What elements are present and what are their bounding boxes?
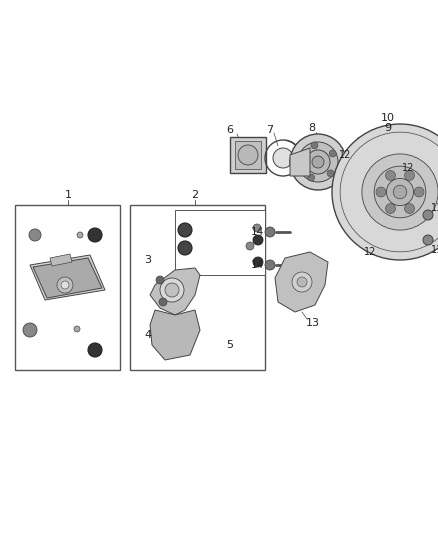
- Polygon shape: [30, 255, 105, 300]
- Circle shape: [369, 159, 387, 177]
- Polygon shape: [33, 258, 102, 298]
- Circle shape: [329, 150, 336, 157]
- Circle shape: [307, 174, 314, 181]
- Circle shape: [297, 277, 307, 287]
- Text: 5: 5: [226, 340, 233, 350]
- Text: 14: 14: [251, 260, 264, 270]
- Circle shape: [290, 134, 346, 190]
- Text: 1: 1: [64, 190, 71, 200]
- Circle shape: [423, 235, 433, 245]
- Circle shape: [159, 298, 167, 306]
- Text: 4: 4: [145, 330, 152, 340]
- Circle shape: [156, 276, 164, 284]
- Bar: [15, 205, 120, 370]
- Circle shape: [292, 272, 312, 292]
- Circle shape: [77, 232, 83, 238]
- Circle shape: [414, 187, 424, 197]
- Circle shape: [29, 229, 41, 241]
- Circle shape: [311, 142, 318, 149]
- Circle shape: [253, 257, 263, 267]
- Text: 13: 13: [306, 318, 320, 328]
- Circle shape: [61, 281, 69, 289]
- Bar: [130, 205, 265, 370]
- Text: 14: 14: [251, 227, 264, 237]
- Text: 7: 7: [266, 125, 274, 135]
- Circle shape: [405, 204, 414, 214]
- Circle shape: [165, 283, 179, 297]
- Text: 12: 12: [402, 163, 414, 173]
- Text: 9: 9: [385, 123, 392, 133]
- Polygon shape: [150, 310, 200, 360]
- Circle shape: [253, 235, 263, 245]
- Text: 11: 11: [431, 245, 438, 255]
- Circle shape: [160, 278, 184, 302]
- Circle shape: [385, 204, 396, 214]
- Circle shape: [265, 260, 275, 270]
- Circle shape: [332, 124, 438, 260]
- Text: 11: 11: [431, 203, 438, 213]
- Circle shape: [385, 171, 396, 181]
- Circle shape: [238, 145, 258, 165]
- Circle shape: [265, 227, 275, 237]
- Bar: [230, 137, 266, 173]
- Circle shape: [88, 343, 102, 357]
- Polygon shape: [348, 132, 405, 210]
- Text: 2: 2: [191, 190, 198, 200]
- Circle shape: [23, 323, 37, 337]
- Circle shape: [312, 156, 324, 168]
- Circle shape: [74, 326, 80, 332]
- Bar: [175, 210, 265, 275]
- Text: 8: 8: [308, 123, 315, 133]
- Circle shape: [88, 228, 102, 242]
- Circle shape: [298, 142, 338, 182]
- Text: 3: 3: [145, 255, 152, 265]
- Text: 10: 10: [381, 113, 395, 123]
- Circle shape: [374, 166, 426, 218]
- Polygon shape: [290, 148, 310, 176]
- Circle shape: [362, 152, 394, 184]
- Circle shape: [423, 210, 433, 220]
- Text: 6: 6: [226, 125, 233, 135]
- Circle shape: [178, 241, 192, 255]
- Circle shape: [327, 170, 334, 177]
- Polygon shape: [150, 268, 200, 315]
- Circle shape: [273, 148, 293, 168]
- Circle shape: [57, 277, 73, 293]
- Polygon shape: [275, 252, 328, 312]
- Circle shape: [405, 171, 414, 181]
- Circle shape: [362, 154, 438, 230]
- Polygon shape: [350, 200, 375, 235]
- Circle shape: [306, 150, 330, 174]
- Bar: [235, 141, 261, 169]
- Text: 12: 12: [364, 247, 376, 257]
- Circle shape: [386, 179, 413, 206]
- Circle shape: [178, 223, 192, 237]
- Text: 12: 12: [339, 150, 351, 160]
- Circle shape: [393, 185, 407, 199]
- Circle shape: [246, 242, 254, 250]
- Circle shape: [376, 187, 386, 197]
- Circle shape: [297, 157, 304, 164]
- Polygon shape: [50, 254, 72, 266]
- Circle shape: [253, 224, 261, 232]
